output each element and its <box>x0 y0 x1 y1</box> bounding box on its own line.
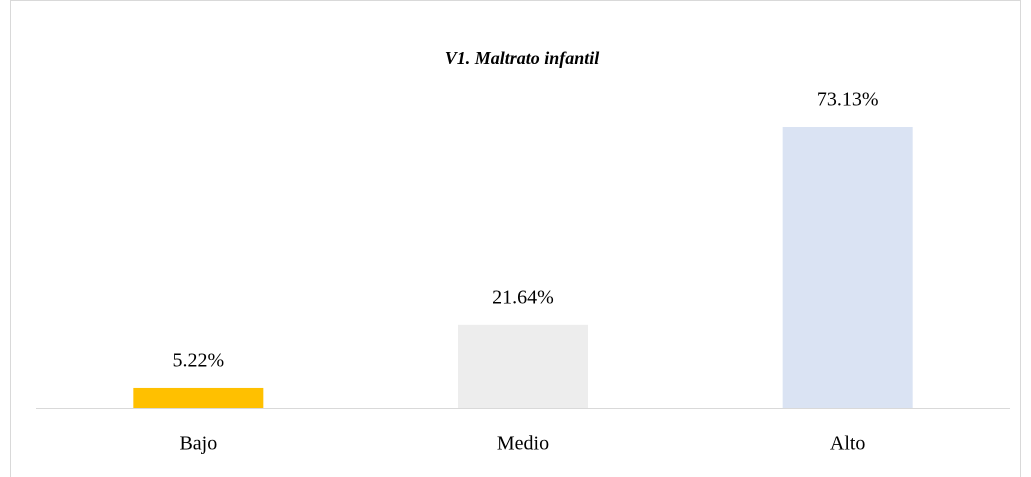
bar <box>458 324 588 408</box>
value-label: 21.64% <box>492 286 554 308</box>
value-label: 73.13% <box>817 89 879 111</box>
x-tick-label: Medio <box>497 433 549 455</box>
bar <box>782 127 913 408</box>
x-tick-label: Bajo <box>179 433 217 455</box>
value-label: 5.22% <box>172 350 224 372</box>
chart-frame <box>10 0 1021 477</box>
chart-title: V1. Maltrato infantil <box>445 48 600 68</box>
x-tick-label: Alto <box>830 433 866 455</box>
bar <box>133 387 264 408</box>
